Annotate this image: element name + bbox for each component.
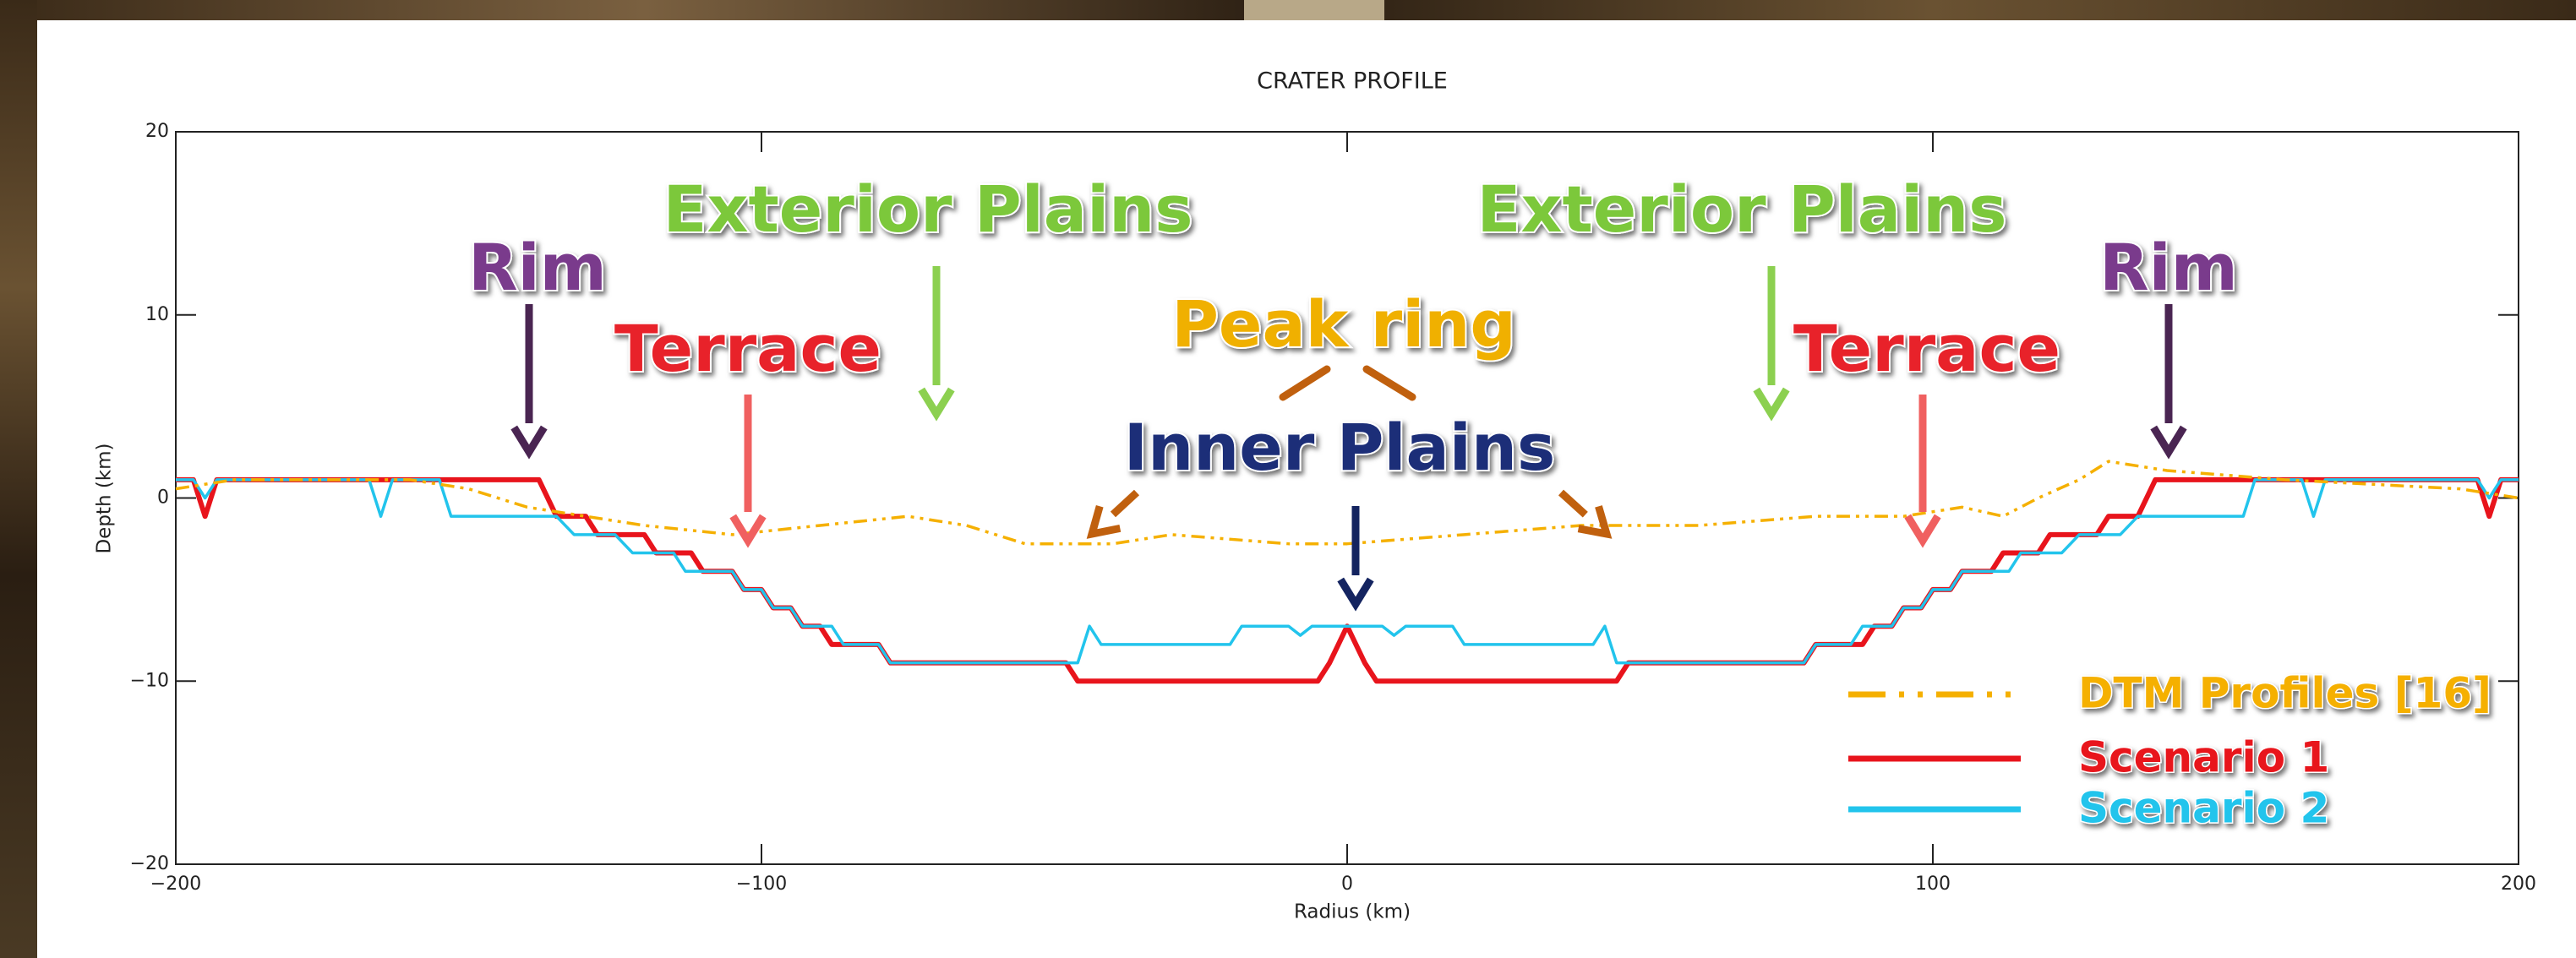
x-axis-label: Radius (km) [1294,901,1411,923]
annotation-arrowhead [2153,427,2184,452]
y-tick-label: 0 [157,487,169,509]
x-tick-label: 100 [1915,874,1951,895]
y-tick-label: 20 [145,121,169,142]
x-tick-label: 200 [2501,874,2536,895]
y-tick-label: −20 [130,853,169,874]
chart-title: CRATER PROFILE [1257,68,1448,95]
x-tick-label: −200 [150,874,201,895]
legend-label: Scenario 1 [2078,733,2329,782]
annotation-label: Inner Plains [1124,410,1555,485]
legend-label: Scenario 2 [2078,784,2329,833]
x-tick-label: −100 [736,874,787,895]
y-tick-label: −10 [130,670,169,691]
y-axis-label: Depth (km) [94,443,116,553]
annotation-label: Exterior Plains [663,171,1193,247]
chart: CRATER PROFILE Radius (km) Depth (km) −2… [0,0,2576,958]
legend-label: DTM Profiles [16] [2078,669,2491,718]
background-strip [0,0,37,958]
y-tick-label: 10 [145,304,169,325]
annotation-label: Exterior Plains [1477,171,2007,247]
background-strip [1244,0,1384,20]
annotation-arrowhead [1340,580,1371,604]
annotation-label: Rim [468,230,607,305]
annotation-line [1367,369,1412,397]
x-tick-label: 0 [1341,874,1353,895]
annotation-arrowhead [1756,389,1787,414]
annotation-arrowhead [1907,516,1938,541]
annotation-arrowhead [921,389,952,414]
annotation-label: Terrace [1793,311,2060,386]
annotation-arrowhead [733,516,763,541]
annotation-label: Rim [2099,230,2238,305]
annotation-arrow [1113,493,1137,514]
annotation-label: Terrace [614,311,881,386]
annotation-arrow [1561,493,1585,514]
annotation-arrowhead [514,427,544,452]
annotation-label: Peak ring [1171,286,1516,362]
series-line [176,480,2519,681]
annotation-line [1283,369,1327,397]
